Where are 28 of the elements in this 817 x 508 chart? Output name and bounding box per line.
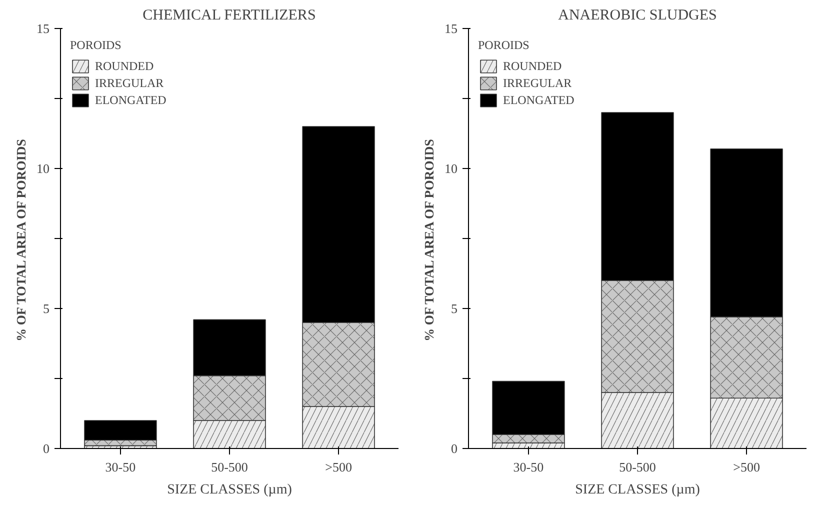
y-tick-label: 5: [451, 301, 458, 316]
y-axis-title: % OF TOTAL AREA OF POROIDS: [422, 138, 436, 342]
legend-title: POROIDS: [70, 38, 122, 53]
y-tick-label: 15: [36, 21, 50, 36]
x-axis-title: SIZE CLASSES (µm): [167, 482, 292, 498]
legend-label: IRREGULAR: [95, 75, 164, 91]
legend-label: ELONGATED: [503, 92, 574, 108]
y-tick-label: 0: [43, 441, 50, 456]
legend-label: ELONGATED: [95, 92, 166, 108]
y-tick-label: 10: [444, 161, 458, 176]
x-tick-label: >500: [733, 460, 760, 474]
x-tick-label: 30-50: [513, 460, 544, 474]
y-tick-label: 10: [36, 161, 50, 176]
x-tick-label: 50-500: [211, 460, 248, 474]
x-tick-label: >500: [325, 460, 352, 474]
x-axis-title: SIZE CLASSES (µm): [575, 482, 700, 498]
y-tick-label: 5: [43, 301, 50, 316]
chart-title: ANAEROBIC SLUDGES: [558, 8, 717, 24]
legend-title: POROIDS: [478, 38, 530, 53]
legend-label: ROUNDED: [95, 58, 154, 74]
legend-label: ROUNDED: [503, 58, 562, 74]
chart-title: CHEMICAL FERTILIZERS: [142, 8, 316, 24]
y-axis-title: % OF TOTAL AREA OF POROIDS: [14, 138, 28, 342]
y-tick-label: 15: [444, 21, 458, 36]
x-tick-label: 30-50: [105, 460, 136, 474]
y-tick-label: 0: [451, 441, 458, 456]
x-tick-label: 50-500: [619, 460, 656, 474]
legend-label: IRREGULAR: [503, 75, 572, 91]
